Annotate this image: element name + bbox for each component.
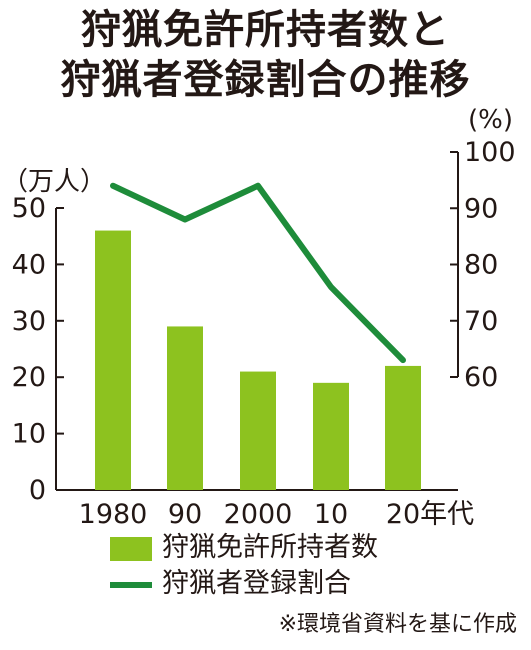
left-tick-label: 10 xyxy=(12,419,46,450)
bar xyxy=(385,365,421,490)
legend-swatch-bar xyxy=(110,536,152,561)
legend-label-line: 狩猟者登録割合 xyxy=(162,568,351,599)
chart-title-line-1: 狩猟免許所持者数と xyxy=(81,7,450,53)
category-label: 10 xyxy=(314,499,348,530)
legend-swatch-line xyxy=(110,581,152,588)
bar xyxy=(313,382,349,490)
bar xyxy=(167,326,203,490)
left-tick-label: 40 xyxy=(12,249,46,280)
left-axis-unit: （万人） xyxy=(2,167,106,197)
series-line xyxy=(110,182,406,364)
legend-item-line: 狩猟者登録割合 xyxy=(110,568,351,600)
bar xyxy=(240,371,276,490)
right-tick-label: 100 xyxy=(464,137,516,168)
right-tick-label: 90 xyxy=(464,193,498,224)
right-axis-unit: (%) xyxy=(468,105,513,135)
left-tick-label: 20 xyxy=(12,362,46,393)
left-tick-label: 30 xyxy=(12,306,46,337)
right-tick-label: 80 xyxy=(464,250,498,281)
bar xyxy=(95,230,131,490)
category-label: 20年代 xyxy=(386,499,474,530)
right-tick-label: 60 xyxy=(464,362,498,393)
chart-title-line-2: 狩猟者登録割合の推移 xyxy=(60,57,471,103)
left-tick-label: 50 xyxy=(12,193,46,224)
category-label: 2000 xyxy=(224,499,293,530)
legend-item-bar: 狩猟免許所持者数 xyxy=(110,532,378,564)
right-tick-label: 70 xyxy=(464,306,498,337)
source-note: ※環境省資料を基に作成 xyxy=(278,612,517,637)
left-tick-label: 0 xyxy=(29,475,46,506)
legend-label-bar: 狩猟免許所持者数 xyxy=(162,532,378,563)
category-label: 1980 xyxy=(79,499,148,530)
category-label: 90 xyxy=(168,499,202,530)
